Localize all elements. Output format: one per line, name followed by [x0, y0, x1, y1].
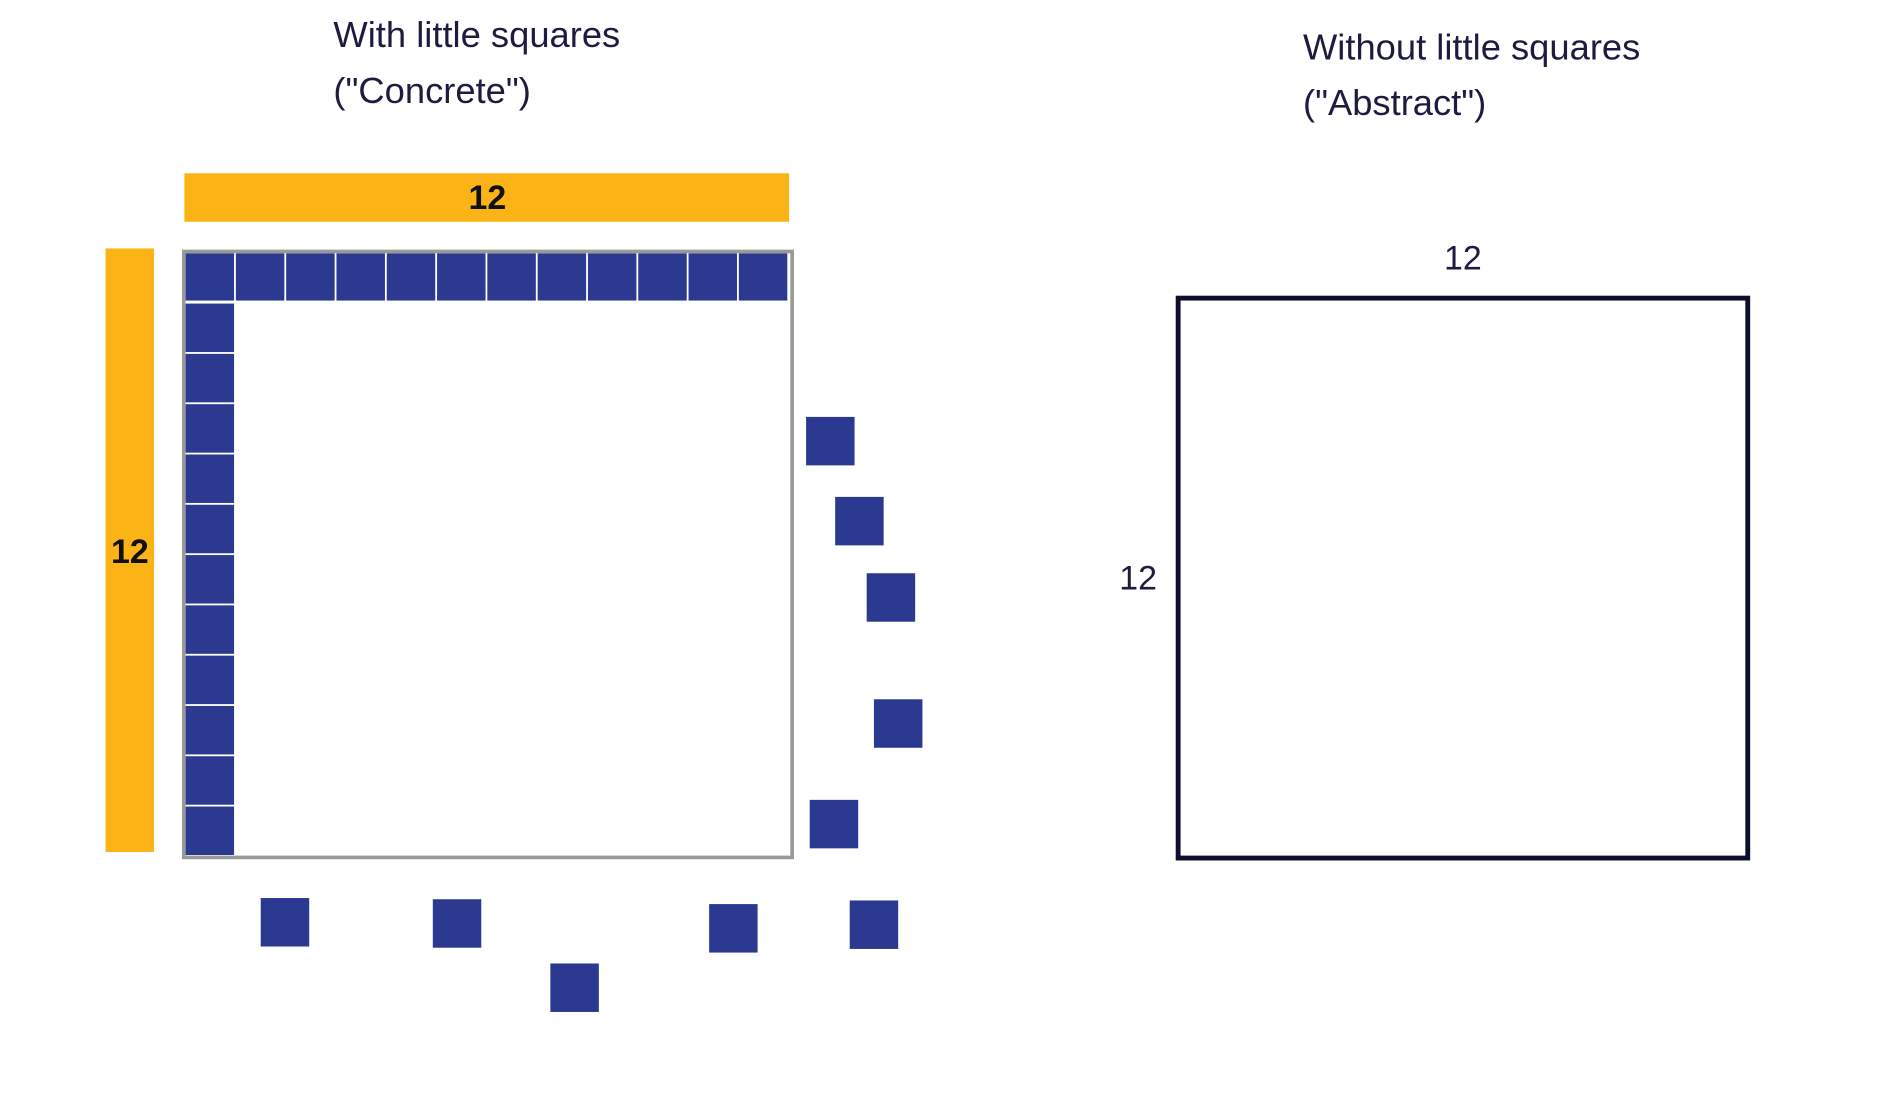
unit-square: [185, 253, 235, 301]
unit-square: [185, 806, 235, 856]
unit-square: [286, 253, 335, 301]
unit-square: [866, 573, 916, 622]
unit-square: [386, 253, 436, 301]
unit-square: [849, 900, 899, 949]
side-label: 12: [111, 533, 149, 571]
unit-square: [809, 799, 859, 849]
side-bar: [105, 248, 155, 852]
unit-square: [185, 303, 235, 353]
abstract-title: Without little squares: [1303, 26, 1640, 67]
tiles: [185, 253, 923, 1012]
top-label: 12: [1444, 240, 1482, 278]
concrete-title: ("Concrete"): [333, 70, 530, 111]
unit-square: [638, 253, 687, 301]
unit-square: [260, 898, 310, 947]
unit-square: [550, 963, 599, 1012]
unit-square: [587, 253, 637, 301]
unit-square: [487, 253, 536, 301]
unit-square: [185, 504, 235, 554]
unit-square: [688, 253, 738, 301]
unit-square: [873, 699, 923, 748]
unit-square: [185, 756, 235, 805]
top-label: 12: [468, 179, 506, 217]
unit-square: [185, 454, 235, 503]
unit-square: [437, 253, 486, 301]
unit-square: [537, 253, 587, 301]
unit-square: [185, 705, 235, 755]
unit-square: [709, 904, 758, 953]
unit-square: [835, 496, 884, 546]
unit-square: [432, 899, 482, 948]
concrete-square: [181, 249, 794, 860]
unit-square: [185, 555, 235, 604]
top-bar: [184, 173, 790, 222]
unit-square: [806, 416, 855, 466]
side-label: 12: [1119, 559, 1157, 597]
unit-square: [185, 353, 235, 403]
abstract-title: ("Abstract"): [1303, 82, 1486, 123]
unit-square: [185, 605, 235, 654]
unit-square: [185, 655, 235, 705]
unit-square: [738, 253, 788, 301]
abstract-square: [1175, 295, 1751, 861]
concrete-title: With little squares: [333, 14, 620, 55]
unit-square: [185, 404, 235, 453]
unit-square: [336, 253, 385, 301]
unit-square: [235, 253, 285, 301]
